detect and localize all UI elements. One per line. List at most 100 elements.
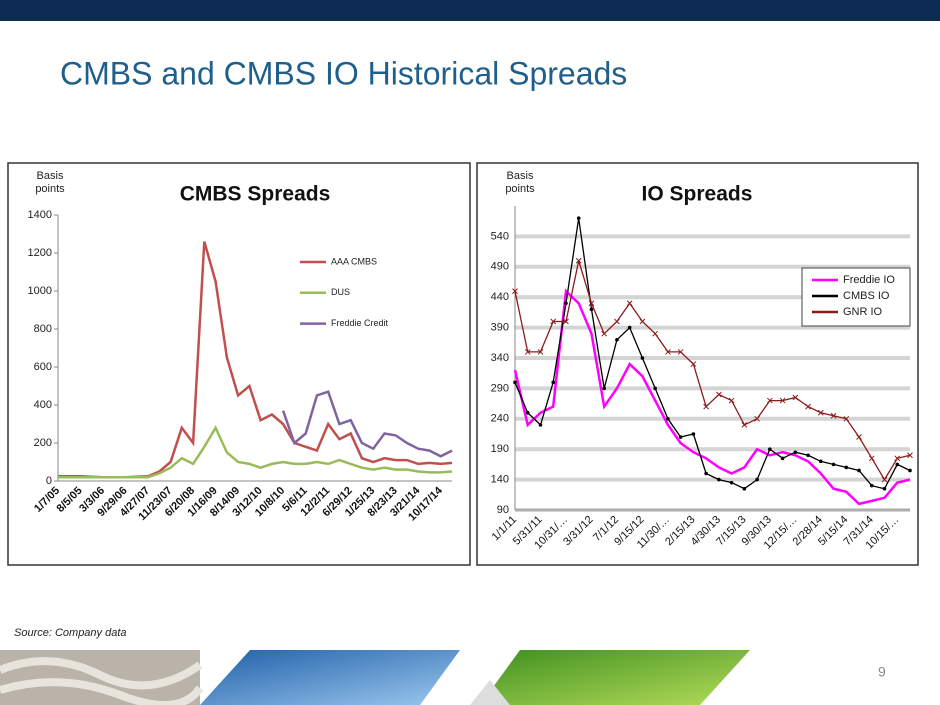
legend-label: AAA CMBS [331,256,377,266]
marker [538,423,543,427]
marker [665,349,671,355]
marker [678,435,683,439]
y-tick-label: 1400 [28,209,52,221]
y-tick-label: 1200 [28,247,52,259]
legend-label: Freddie IO [843,274,895,286]
marker [653,386,657,391]
chart-title: IO Spreads [642,183,753,206]
y-tick-label: 540 [491,230,509,242]
marker [728,397,735,404]
top-bar [0,0,940,21]
marker [755,477,759,482]
marker [857,468,861,473]
marker [729,480,734,485]
marker [627,325,632,330]
marker [575,257,582,264]
y-axis-label: Basis points [35,170,65,195]
marker [602,386,606,391]
y-tick-label: 490 [491,261,509,273]
marker [780,456,785,461]
series-line [58,425,453,479]
y-tick-label: 240 [491,413,509,425]
marker [703,403,709,410]
marker [869,483,874,488]
marker [779,397,786,404]
marker [704,471,708,476]
marker [819,459,823,464]
marker [908,468,912,473]
marker [716,391,722,398]
legend-label: GNR IO [843,306,883,318]
marker [830,412,837,419]
y-tick-label: 340 [491,352,509,364]
marker [843,415,850,422]
marker [614,318,620,325]
source-note: Source: Company data [14,627,127,639]
marker [856,434,862,440]
marker [564,301,568,306]
marker [550,318,557,325]
marker [563,318,569,325]
marker [844,465,849,470]
marker [766,397,773,404]
marker [792,394,799,401]
y-tick-label: 800 [34,323,52,335]
y-tick-label: 440 [491,291,509,303]
marker [589,307,594,312]
marker [512,288,518,294]
y-tick-label: 200 [34,437,52,449]
rope-image [0,657,204,705]
chart-title: CMBS Spreads [180,183,331,206]
marker [691,432,696,436]
marker [768,447,772,452]
marker [639,318,646,325]
y-tick-label: 1000 [28,285,52,297]
legend-label: Freddie Credit [331,318,389,328]
marker [677,349,684,355]
series-line [513,288,911,506]
marker [690,361,697,367]
marker [806,453,810,458]
marker [793,450,798,455]
marker [907,452,913,459]
marker [868,455,875,462]
marker [551,380,556,385]
legend-label: CMBS IO [843,290,890,302]
marker [615,337,619,342]
marker [882,486,887,491]
marker [537,349,544,355]
slide-title: CMBS and CMBS IO Historical Spreads [60,55,627,91]
marker [717,477,721,482]
marker [754,415,760,422]
marker [525,410,530,415]
marker [895,462,900,467]
marker [513,380,517,385]
marker [601,330,608,337]
marker [742,486,747,491]
y-tick-label: 600 [34,361,52,373]
y-tick-label: 140 [491,474,509,486]
marker [831,462,836,467]
marker [881,476,888,483]
marker [741,422,748,428]
y-tick-label: 190 [491,443,509,455]
y-axis-label: Basis points [505,170,535,195]
marker [805,403,811,410]
marker [626,300,633,307]
y-tick-label: 390 [491,322,509,334]
sky-image [200,650,460,705]
series-line [281,390,453,458]
chart-frame [7,162,471,566]
y-tick-label: 90 [497,504,509,516]
marker [652,330,659,337]
page-number: 9 [878,664,886,680]
series-line [514,218,911,490]
marker [640,356,645,360]
marker [817,409,824,416]
y-tick-label: 0 [46,475,52,487]
series-line [514,260,911,481]
legend-label: DUS [331,287,350,297]
y-tick-label: 290 [491,382,509,394]
